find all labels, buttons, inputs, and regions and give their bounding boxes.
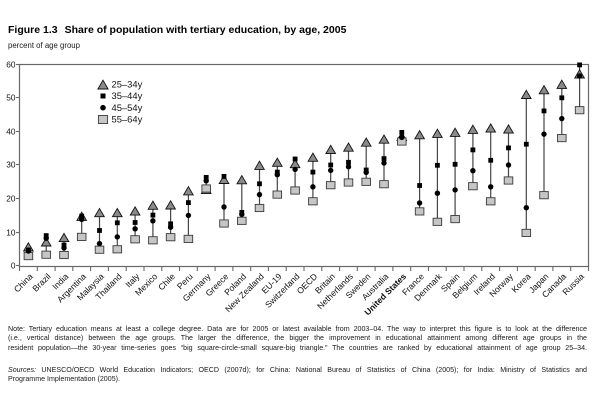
svg-text:10: 10 bbox=[6, 227, 16, 237]
svg-text:50: 50 bbox=[6, 92, 16, 102]
svg-text:25–34y: 25–34y bbox=[112, 79, 143, 90]
svg-text:60: 60 bbox=[6, 59, 16, 69]
svg-text:Brazil: Brazil bbox=[30, 271, 52, 293]
svg-text:20: 20 bbox=[6, 193, 16, 203]
svg-text:40: 40 bbox=[6, 126, 16, 136]
svg-text:Chile: Chile bbox=[156, 271, 177, 292]
svg-text:30: 30 bbox=[6, 159, 16, 169]
svg-text:China: China bbox=[12, 271, 35, 294]
svg-text:45–54y: 45–54y bbox=[112, 102, 143, 113]
svg-text:0: 0 bbox=[11, 260, 16, 270]
svg-text:35–44y: 35–44y bbox=[112, 90, 143, 101]
svg-text:55–64y: 55–64y bbox=[112, 114, 143, 125]
